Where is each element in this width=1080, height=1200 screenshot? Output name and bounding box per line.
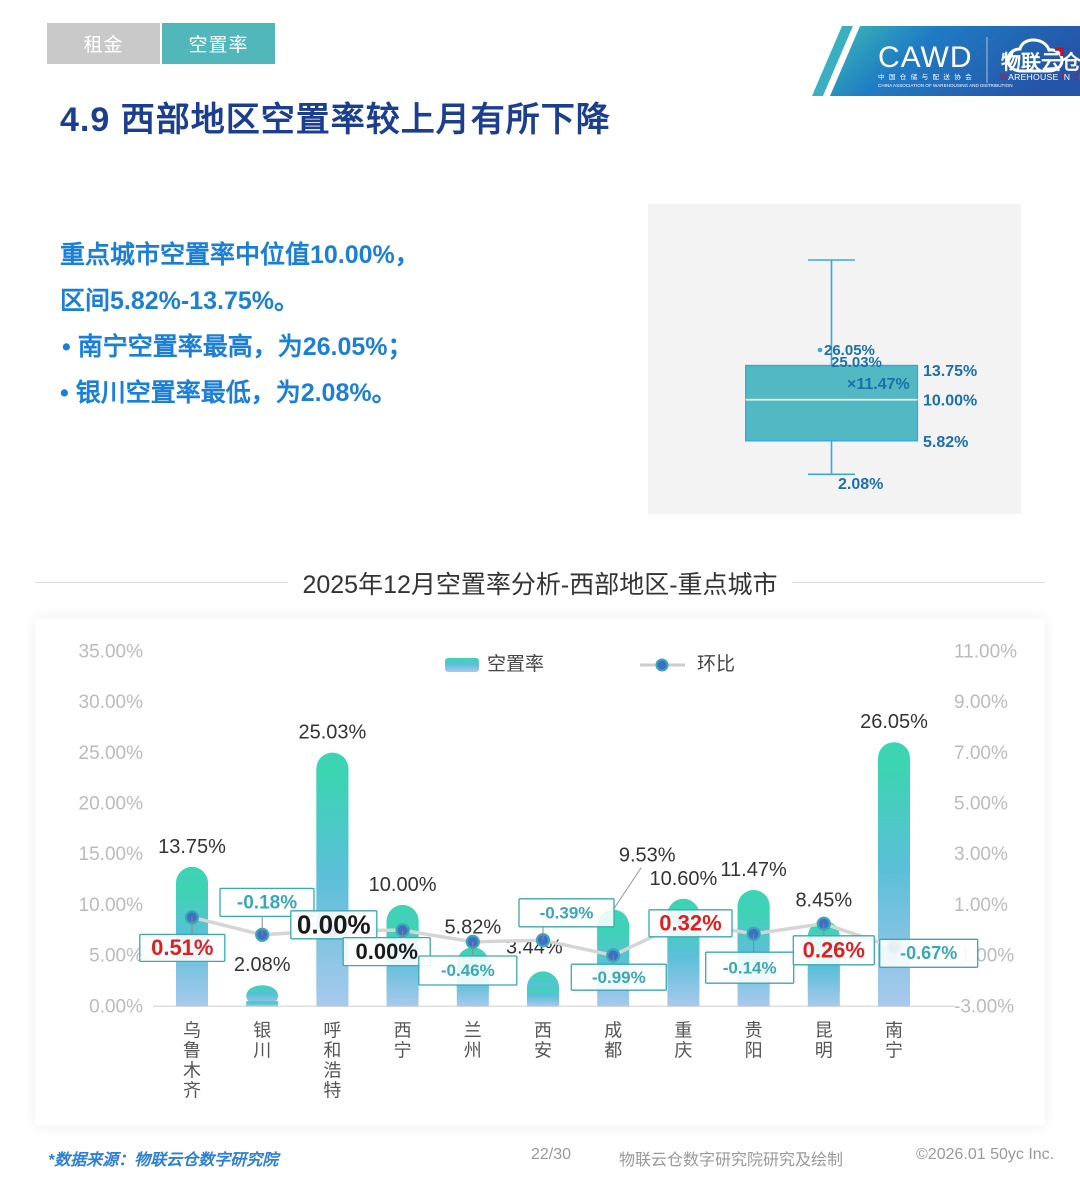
svg-text:15.00%: 15.00% xyxy=(79,844,144,865)
svg-text:20.00%: 20.00% xyxy=(79,794,144,815)
svg-text:5.00%: 5.00% xyxy=(89,946,143,967)
svg-text:西宁: 西宁 xyxy=(394,1020,412,1060)
svg-text:30.00%: 30.00% xyxy=(79,692,144,713)
svg-text:-0.99%: -0.99% xyxy=(592,968,646,987)
svg-text:7.00%: 7.00% xyxy=(954,743,1008,764)
svg-text:13.75%: 13.75% xyxy=(158,836,226,858)
svg-text:重庆: 重庆 xyxy=(674,1020,692,1060)
svg-text:南宁: 南宁 xyxy=(885,1020,903,1060)
svg-text:环比: 环比 xyxy=(697,653,735,675)
svg-text:5.00%: 5.00% xyxy=(954,794,1008,815)
svg-text:11.00%: 11.00% xyxy=(954,642,1017,663)
svg-text:CAWD: CAWD xyxy=(878,41,973,74)
svg-text:西安: 西安 xyxy=(534,1020,552,1060)
svg-text:10.00%: 10.00% xyxy=(79,895,144,916)
svg-text:0.00%: 0.00% xyxy=(89,996,143,1017)
svg-text:8.45%: 8.45% xyxy=(795,890,852,912)
svg-text:9.00%: 9.00% xyxy=(954,692,1008,713)
svg-text:-0.39%: -0.39% xyxy=(540,903,594,922)
svg-text:成都: 成都 xyxy=(604,1020,622,1060)
svg-text:-3.00%: -3.00% xyxy=(954,996,1014,1017)
svg-text:0.26%: 0.26% xyxy=(803,938,865,963)
svg-text:0.51%: 0.51% xyxy=(151,935,213,960)
svg-text:昆明: 昆明 xyxy=(815,1020,833,1060)
svg-text:-0.14%: -0.14% xyxy=(723,958,777,977)
svg-text:25.00%: 25.00% xyxy=(79,743,144,764)
svg-text:0.00%: 0.00% xyxy=(297,909,371,939)
svg-text:2.08%: 2.08% xyxy=(234,954,291,976)
svg-text:13.75%: 13.75% xyxy=(923,363,977,380)
svg-text:9.53%: 9.53% xyxy=(619,845,676,867)
svg-text:3.00%: 3.00% xyxy=(954,844,1008,865)
svg-text:0.32%: 0.32% xyxy=(659,911,721,936)
svg-text:呼和浩特: 呼和浩特 xyxy=(323,1020,341,1100)
svg-text:0.00%: 0.00% xyxy=(356,939,418,964)
svg-text:35.00%: 35.00% xyxy=(79,642,144,663)
svg-text:-0.18%: -0.18% xyxy=(237,893,297,914)
svg-text:10.60%: 10.60% xyxy=(649,868,717,890)
svg-text:10.00%: 10.00% xyxy=(369,874,437,896)
svg-text:中 国 仓 储 与 配 送 协 会: 中 国 仓 储 与 配 送 协 会 xyxy=(878,72,973,81)
svg-text:CHINA ASSOCIATION OF WAREHOUSI: CHINA ASSOCIATION OF WAREHOUSING AND DIS… xyxy=(878,83,1013,88)
svg-text:兰州: 兰州 xyxy=(464,1020,482,1060)
svg-text:11.47%: 11.47% xyxy=(720,859,787,881)
svg-text:5.82%: 5.82% xyxy=(923,434,968,451)
svg-text:2.08%: 2.08% xyxy=(838,476,883,493)
svg-text:贵阳: 贵阳 xyxy=(745,1020,763,1060)
svg-text:1.00%: 1.00% xyxy=(954,895,1008,916)
svg-text:25.03%: 25.03% xyxy=(298,722,366,744)
svg-text:-0.46%: -0.46% xyxy=(441,961,495,980)
svg-text:物联云仓: 物联云仓 xyxy=(1001,50,1080,74)
svg-text:26.05%: 26.05% xyxy=(860,711,928,733)
svg-text:乌鲁木齐: 乌鲁木齐 xyxy=(183,1020,201,1100)
svg-text:10.00%: 10.00% xyxy=(923,393,977,410)
svg-text:×11.47%: ×11.47% xyxy=(847,376,910,393)
svg-text:银川: 银川 xyxy=(253,1020,271,1060)
svg-text:WAREHOUSE IN CLOUD: WAREHOUSE IN CLOUD xyxy=(1000,72,1080,82)
svg-text:空置率: 空置率 xyxy=(487,653,544,675)
svg-text:25.03%: 25.03% xyxy=(831,354,882,371)
svg-text:-0.67%: -0.67% xyxy=(900,943,957,963)
